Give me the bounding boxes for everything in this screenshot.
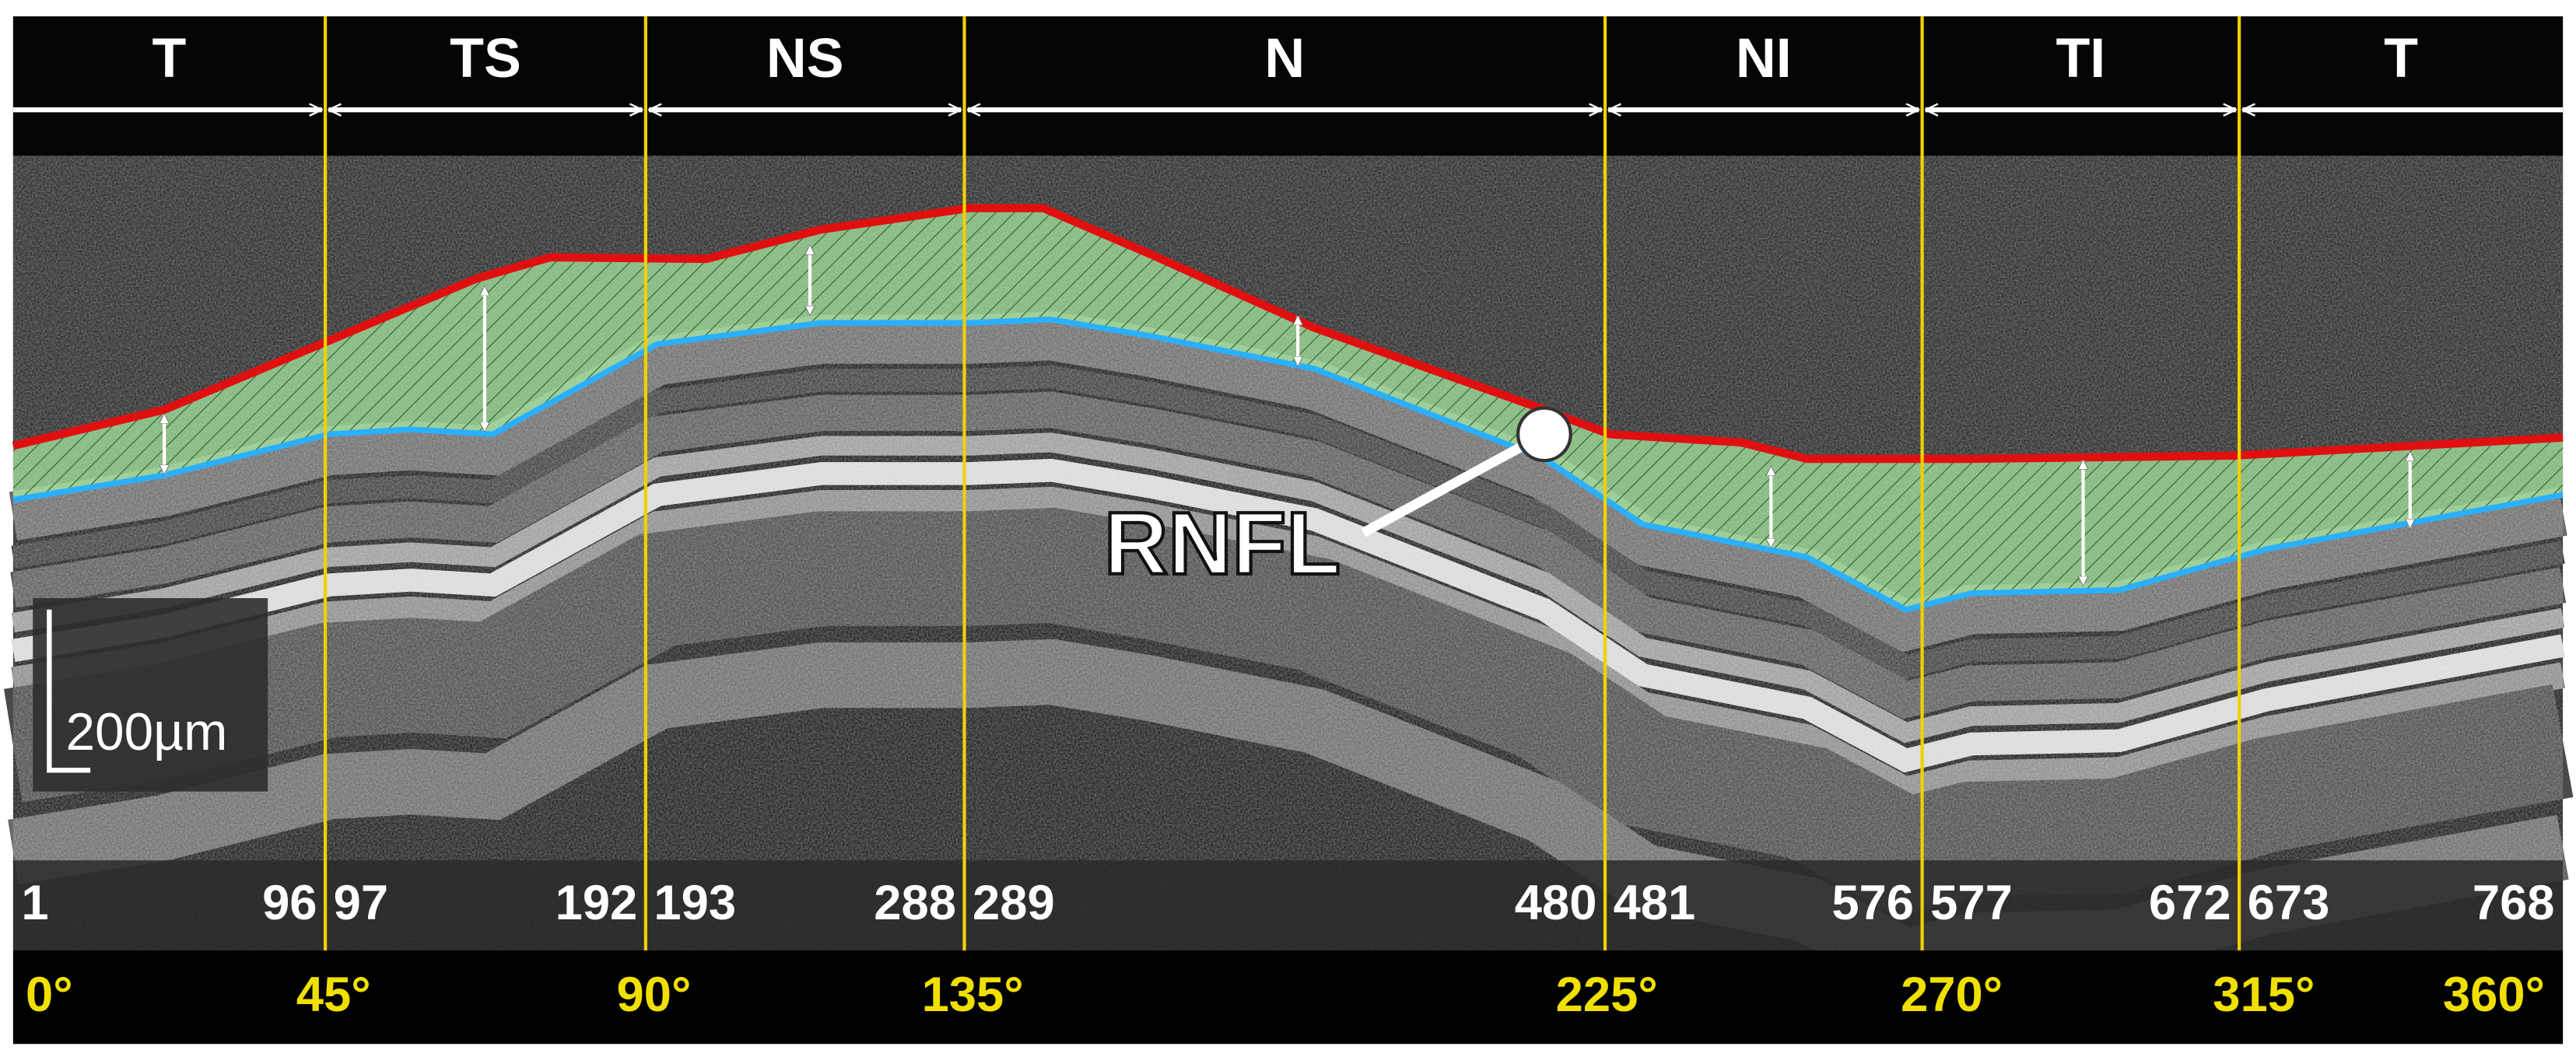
scan-end: 576	[1831, 876, 1914, 930]
scan-end: 672	[2149, 876, 2231, 930]
scan-start: 1	[21, 876, 48, 930]
scan-start: 673	[2248, 876, 2330, 930]
scan-start: 577	[1930, 876, 2013, 930]
annotation-label: RNFL	[1104, 495, 1341, 593]
degree-label: 360°	[2443, 968, 2545, 1022]
callout-line	[1361, 429, 1547, 537]
scale-bar-box	[33, 598, 268, 792]
degree-label: 270°	[1901, 968, 2003, 1022]
degree-label: 135°	[922, 968, 1024, 1022]
degree-label: 315°	[2213, 968, 2315, 1022]
sector-label: T	[152, 27, 187, 89]
sector-label: NI	[1736, 27, 1792, 89]
sector-label: T	[2384, 27, 2418, 89]
overlay: T 1 96 TS 97 192 NS 193 288 N 289 480 NI 481 576 TI 577 6…	[12, 16, 2564, 1022]
scan-end: 96	[262, 876, 317, 930]
degree-band	[12, 950, 2564, 1045]
scan-number-band	[12, 860, 2564, 951]
degree-label: 225°	[1556, 968, 1658, 1022]
callout-dot	[1516, 406, 1572, 463]
scan-end: 192	[556, 876, 638, 930]
sector-label: TS	[450, 27, 521, 89]
sector-label: NS	[766, 27, 844, 89]
scale-bar-label: 200µm	[65, 703, 227, 761]
degree-label: 45°	[296, 968, 371, 1022]
scan-start: 97	[334, 876, 388, 930]
scan-start: 193	[654, 876, 736, 930]
header-band	[12, 16, 2564, 156]
scan-end: 768	[2473, 876, 2555, 930]
ilm-boundary	[12, 204, 2564, 464]
scan-start: 481	[1614, 876, 1696, 930]
sector-label: TI	[2056, 27, 2105, 89]
rnfl-boundary	[12, 317, 2564, 613]
scan-start: 289	[973, 876, 1055, 930]
scan-end: 480	[1515, 876, 1597, 930]
scan-end: 288	[874, 876, 956, 930]
rnfl-region	[12, 208, 2564, 610]
annotations	[164, 246, 2410, 585]
sector-label: N	[1264, 27, 1305, 89]
degree-label: 0°	[26, 968, 73, 1022]
scale-bar	[47, 609, 91, 773]
degree-label: 90°	[617, 968, 692, 1022]
